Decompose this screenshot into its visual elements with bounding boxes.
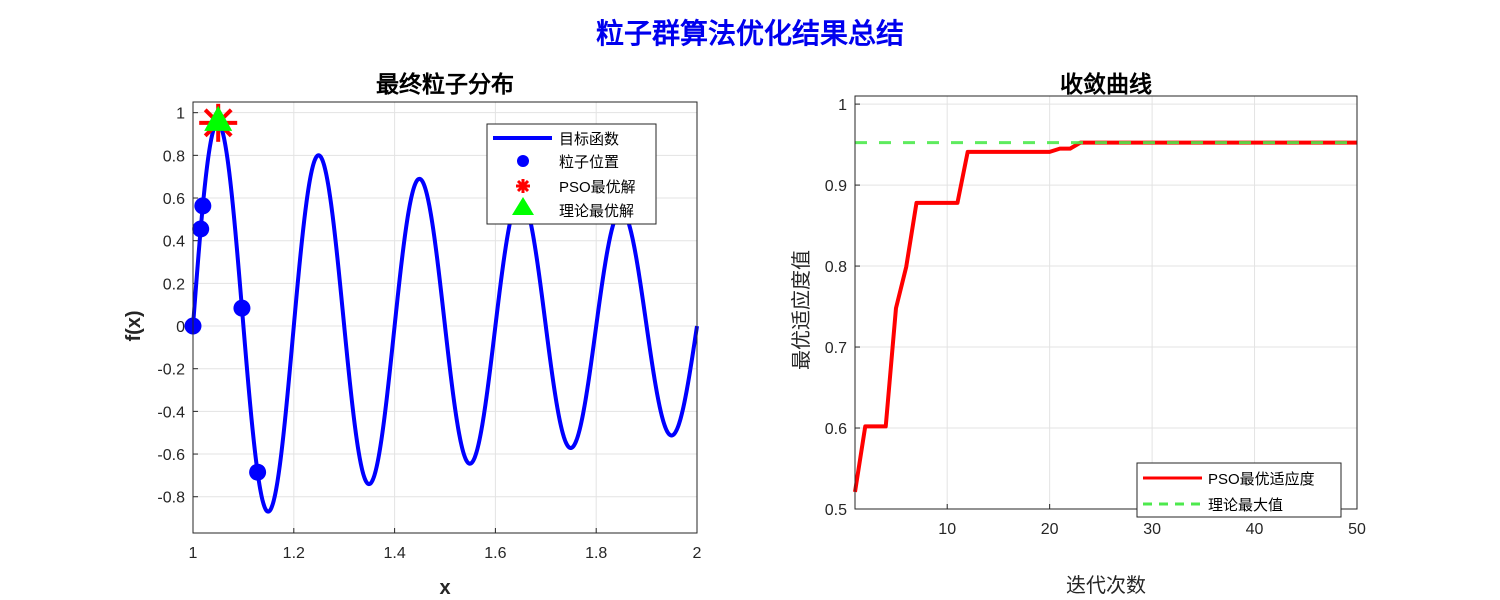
y-tick-label: -0.6: [157, 447, 185, 464]
legend-label: 理论最优解: [559, 203, 634, 220]
legend-triangle-swatch: [512, 197, 534, 215]
y-tick-label: -0.2: [157, 362, 185, 379]
particle-point: [192, 220, 210, 238]
plot-area: [855, 96, 1357, 509]
y-tick-label: 0: [176, 319, 185, 336]
y-tick-label: 0.6: [825, 421, 847, 438]
legend: 目标函数 粒子位置 PSO最优解 理论最优解: [486, 123, 657, 225]
axes-title: 收敛曲线: [1060, 71, 1152, 97]
legend-label: 理论最大值: [1208, 497, 1283, 514]
particle-distribution-axes: 最终粒子分布 x f(x) 1 1.2 1.4 1.6 1.8 2 -0.8 -0.6 -0.4…: [123, 71, 702, 599]
y-tick-label: -0.4: [157, 404, 185, 421]
legend-label: 粒子位置: [559, 154, 619, 171]
legend-box: [1136, 462, 1342, 518]
convergence-axes: 收敛曲线 迭代次数 最优适应度值 10 20 30 40 50 0.5 0.6 0.7 0.8 0…: [790, 71, 1366, 597]
legend-label: 目标函数: [559, 131, 619, 148]
y-tick-label: 1: [838, 97, 847, 114]
legend-label: PSO最优适应度: [1208, 470, 1315, 488]
particle-point: [233, 299, 251, 317]
y-axis-label: f(x): [123, 310, 145, 341]
y-tick-label: -0.8: [157, 490, 185, 507]
x-tick-label: 1: [189, 545, 198, 562]
y-tick-label: 0.9: [825, 178, 847, 195]
x-tick-label: 20: [1041, 521, 1059, 538]
legend: PSO最优适应度 理论最大值: [1136, 462, 1342, 518]
x-tick-label: 1.6: [484, 545, 506, 562]
x-axis-label: 迭代次数: [1066, 574, 1146, 597]
legend-dot-swatch: [517, 155, 529, 167]
x-tick-label: 50: [1348, 521, 1366, 538]
objective-function-line: [191, 120, 699, 514]
y-tick-label: 1: [176, 106, 185, 123]
figure-title: 粒子群算法优化结果总结: [596, 17, 904, 49]
legend-box: [486, 123, 657, 225]
legend-label: PSO最优解: [559, 179, 636, 196]
y-tick-label: 0.5: [825, 502, 847, 519]
x-tick-label: 1.2: [283, 545, 305, 562]
x-tick-label: 2: [693, 545, 702, 562]
y-tick-label: 0.6: [163, 191, 185, 208]
particle-point: [194, 197, 212, 215]
y-tick-label: 0.4: [163, 234, 185, 251]
theory-best-triangle: [204, 105, 233, 131]
y-axis-label: 最优适应度值: [790, 250, 813, 370]
x-tick-label: 1.4: [383, 545, 405, 562]
axes-frame: [192, 101, 698, 534]
axes-frame: [854, 95, 1358, 510]
y-tick-label: 0.8: [163, 148, 185, 165]
x-tick-label: 10: [938, 521, 956, 538]
axes-title: 最终粒子分布: [376, 71, 514, 97]
y-tick-label: 0.8: [825, 259, 847, 276]
y-tick-label: 0.2: [163, 276, 185, 293]
particle-point: [249, 463, 267, 481]
x-tick-label: 30: [1143, 521, 1161, 538]
x-tick-label: 1.8: [585, 545, 607, 562]
x-tick-label: 40: [1246, 521, 1264, 538]
legend-asterisk-swatch: [516, 179, 530, 193]
x-axis-label: x: [439, 577, 450, 599]
y-tick-label: 0.7: [825, 340, 847, 357]
